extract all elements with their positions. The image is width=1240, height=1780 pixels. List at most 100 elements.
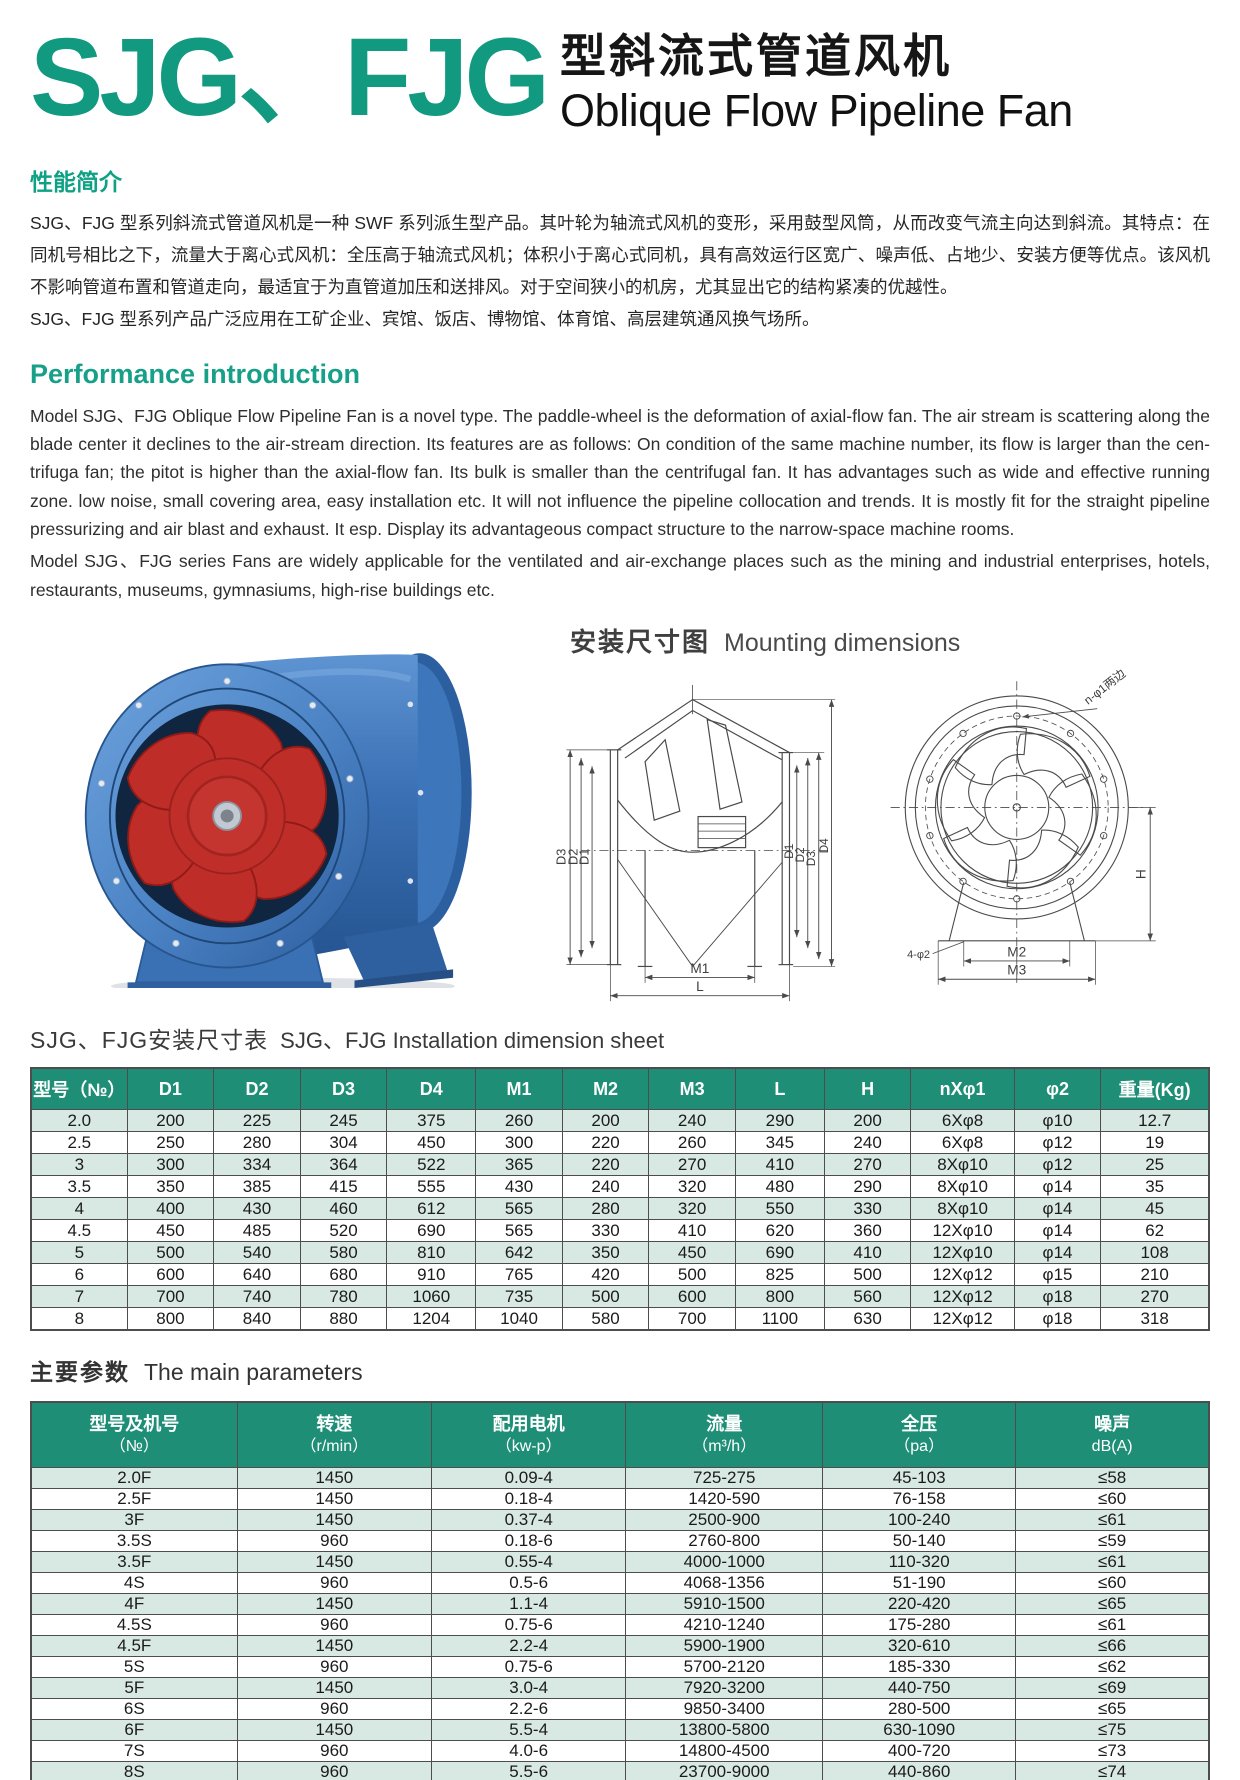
- table-cell: 960: [236, 1572, 433, 1595]
- table-cell: 240: [648, 1109, 736, 1133]
- table-cell: 1100: [734, 1307, 825, 1331]
- table-cell: 280-500: [822, 1698, 1017, 1721]
- table-row: 6F 1450 5.5-4 13800-5800 630-1090 ≤75: [30, 1719, 1210, 1742]
- table-cell: 8Xφ10: [910, 1153, 1015, 1177]
- table-cell: 360: [823, 1219, 912, 1243]
- table-cell: 270: [823, 1153, 912, 1177]
- column-header: 全压 （pa）: [822, 1401, 1017, 1469]
- table-cell: 2.2-4: [430, 1635, 627, 1658]
- table-row: 8 800 840 880 1204 1040 580 700 1100 630 12Xφ12 φ18…: [30, 1307, 1210, 1331]
- table-row: 4F 1450 1.1-4 5910-1500 220-420 ≤65: [30, 1593, 1210, 1616]
- table-cell: 4.5S: [30, 1614, 238, 1637]
- table-cell: 245: [299, 1109, 388, 1133]
- table-cell: 290: [734, 1109, 825, 1133]
- dim-label-d3: D3: [554, 849, 569, 865]
- table-cell: 300: [475, 1131, 563, 1155]
- table-row: 5S 960 0.75-6 5700-2120 185-330 ≤62: [30, 1656, 1210, 1679]
- table-row: 3.5S 960 0.18-6 2760-800 50-140 ≤59: [30, 1530, 1210, 1553]
- table-cell: 2.0: [30, 1109, 128, 1133]
- table-cell: 410: [648, 1219, 736, 1243]
- table-cell: 5700-2120: [625, 1656, 824, 1679]
- table-cell: 765: [475, 1263, 563, 1287]
- table-cell: 4210-1240: [625, 1614, 824, 1637]
- column-header: M1: [475, 1067, 563, 1111]
- table-cell: 450: [386, 1131, 477, 1155]
- table-cell: 620: [734, 1219, 825, 1243]
- table-cell: 220-420: [822, 1593, 1017, 1616]
- column-header: D1: [126, 1067, 215, 1111]
- mounting-title-cn: 安装尺寸图: [570, 627, 711, 658]
- mounting-title-en: Mounting dimensions: [724, 629, 961, 658]
- table-row: 6S 960 2.2-6 9850-3400 280-500 ≤65: [30, 1698, 1210, 1721]
- column-header: 噪声 dB(A): [1015, 1401, 1210, 1469]
- table-cell: 780: [299, 1285, 388, 1309]
- table-cell: ≤61: [1015, 1614, 1210, 1637]
- table-cell: 110-320: [822, 1551, 1017, 1574]
- table-cell: 4.5: [30, 1219, 128, 1243]
- table-cell: 300: [126, 1153, 215, 1177]
- table-cell: 320-610: [822, 1635, 1017, 1658]
- table-cell: 960: [236, 1614, 433, 1637]
- table-cell: 7: [30, 1285, 128, 1309]
- column-header: 流量 （m³/h）: [625, 1401, 824, 1469]
- table-cell: 0.37-4: [430, 1509, 627, 1532]
- table-cell: 220: [561, 1131, 650, 1155]
- dim-label-d2: D2: [565, 849, 580, 865]
- table-cell: 8S: [30, 1761, 238, 1780]
- table-cell: 3.0-4: [430, 1677, 627, 1700]
- table-row: 4.5 450 485 520 690 565 330 410 620 360 12Xφ10 φ14 6…: [30, 1219, 1210, 1243]
- table-cell: 5S: [30, 1656, 238, 1679]
- table-cell: 1450: [236, 1488, 433, 1511]
- page-header: SJG、FJG 型斜流式管道风机 Oblique Flow Pipeline F…: [30, 20, 1210, 137]
- table-cell: φ12: [1013, 1131, 1102, 1155]
- dim-label-d2-right: D2: [793, 847, 807, 862]
- table-row: 3.5 350 385 415 555 430 240 320 480 290 8Xφ10 φ14 35: [30, 1175, 1210, 1199]
- table-cell: 3.5F: [30, 1551, 238, 1574]
- table-cell: 430: [213, 1197, 301, 1221]
- front-view-drawing: n-φ1两边 4-φ2 M2 M3 H: [890, 666, 1156, 985]
- table-cell: 13800-5800: [625, 1719, 824, 1742]
- table-cell: φ14: [1013, 1241, 1102, 1265]
- table-cell: 6Xφ8: [910, 1109, 1015, 1133]
- dim-label-d4: D4: [817, 838, 831, 854]
- table-cell: ≤60: [1015, 1488, 1210, 1511]
- product-photo: [30, 616, 500, 1003]
- section-heading-cn: 性能简介: [30, 168, 122, 195]
- table-cell: 415: [299, 1175, 388, 1199]
- table-cell: 960: [236, 1698, 433, 1721]
- table-cell: 304: [299, 1131, 388, 1155]
- table-cell: 4.5F: [30, 1635, 238, 1658]
- table-cell: φ18: [1013, 1285, 1102, 1309]
- table-cell: 480: [734, 1175, 825, 1199]
- table-cell: 1450: [236, 1509, 433, 1532]
- table-row: 5F 1450 3.0-4 7920-3200 440-750 ≤69: [30, 1677, 1210, 1700]
- table-cell: ≤61: [1015, 1551, 1210, 1574]
- intro-paragraph-cn: SJG、FJG 型系列斜流式管道风机是一种 SWF 系列派生型产品。其叶轮为轴流…: [30, 212, 1210, 297]
- dim-label-m1: M1: [690, 961, 709, 976]
- table-cell: 385: [213, 1175, 301, 1199]
- table-cell: 700: [126, 1285, 215, 1309]
- table-cell: 4000-1000: [625, 1551, 824, 1574]
- column-header: M3: [648, 1067, 736, 1111]
- table-cell: 690: [734, 1241, 825, 1265]
- column-header: M2: [561, 1067, 650, 1111]
- table-cell: 680: [299, 1263, 388, 1287]
- table-row: 3 300 334 364 522 365 220 270 410 270 8Xφ10 φ12 25: [30, 1153, 1210, 1177]
- table-cell: 7S: [30, 1740, 238, 1763]
- table-cell: 350: [126, 1175, 215, 1199]
- table-cell: 1.1-4: [430, 1593, 627, 1616]
- table-cell: 600: [126, 1263, 215, 1287]
- column-header: D3: [299, 1067, 388, 1111]
- table-row: 4.5S 960 0.75-6 4210-1240 175-280 ≤61: [30, 1614, 1210, 1637]
- table-cell: 630: [823, 1307, 912, 1331]
- table-cell: 555: [386, 1175, 477, 1199]
- table-cell: 522: [386, 1153, 477, 1177]
- table-row: 7 700 740 780 1060 735 500 600 800 560 12Xφ12 φ18 27…: [30, 1285, 1210, 1309]
- table-cell: 580: [561, 1307, 650, 1331]
- parameters-title-en: The main parameters: [144, 1359, 363, 1386]
- table-cell: 410: [823, 1241, 912, 1265]
- table-row: 6 600 640 680 910 765 420 500 825 500 12Xφ12 φ15 210: [30, 1263, 1210, 1287]
- table-cell: 800: [126, 1307, 215, 1331]
- intro-paragraph-en: Model SJG、FJG Oblique Flow Pipeline Fan …: [30, 405, 1210, 540]
